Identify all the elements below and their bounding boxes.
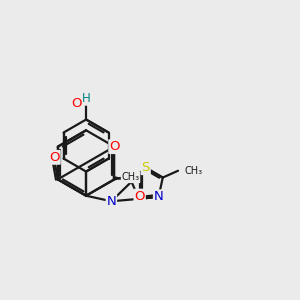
Text: O: O: [49, 151, 60, 164]
Text: N: N: [106, 195, 116, 208]
Text: S: S: [142, 161, 150, 174]
Text: O: O: [71, 97, 81, 110]
Text: N: N: [154, 190, 164, 203]
Text: O: O: [109, 140, 120, 153]
Text: CH₃: CH₃: [122, 172, 140, 182]
Text: O: O: [134, 190, 145, 202]
Text: H: H: [82, 92, 91, 105]
Text: CH₃: CH₃: [185, 166, 203, 176]
